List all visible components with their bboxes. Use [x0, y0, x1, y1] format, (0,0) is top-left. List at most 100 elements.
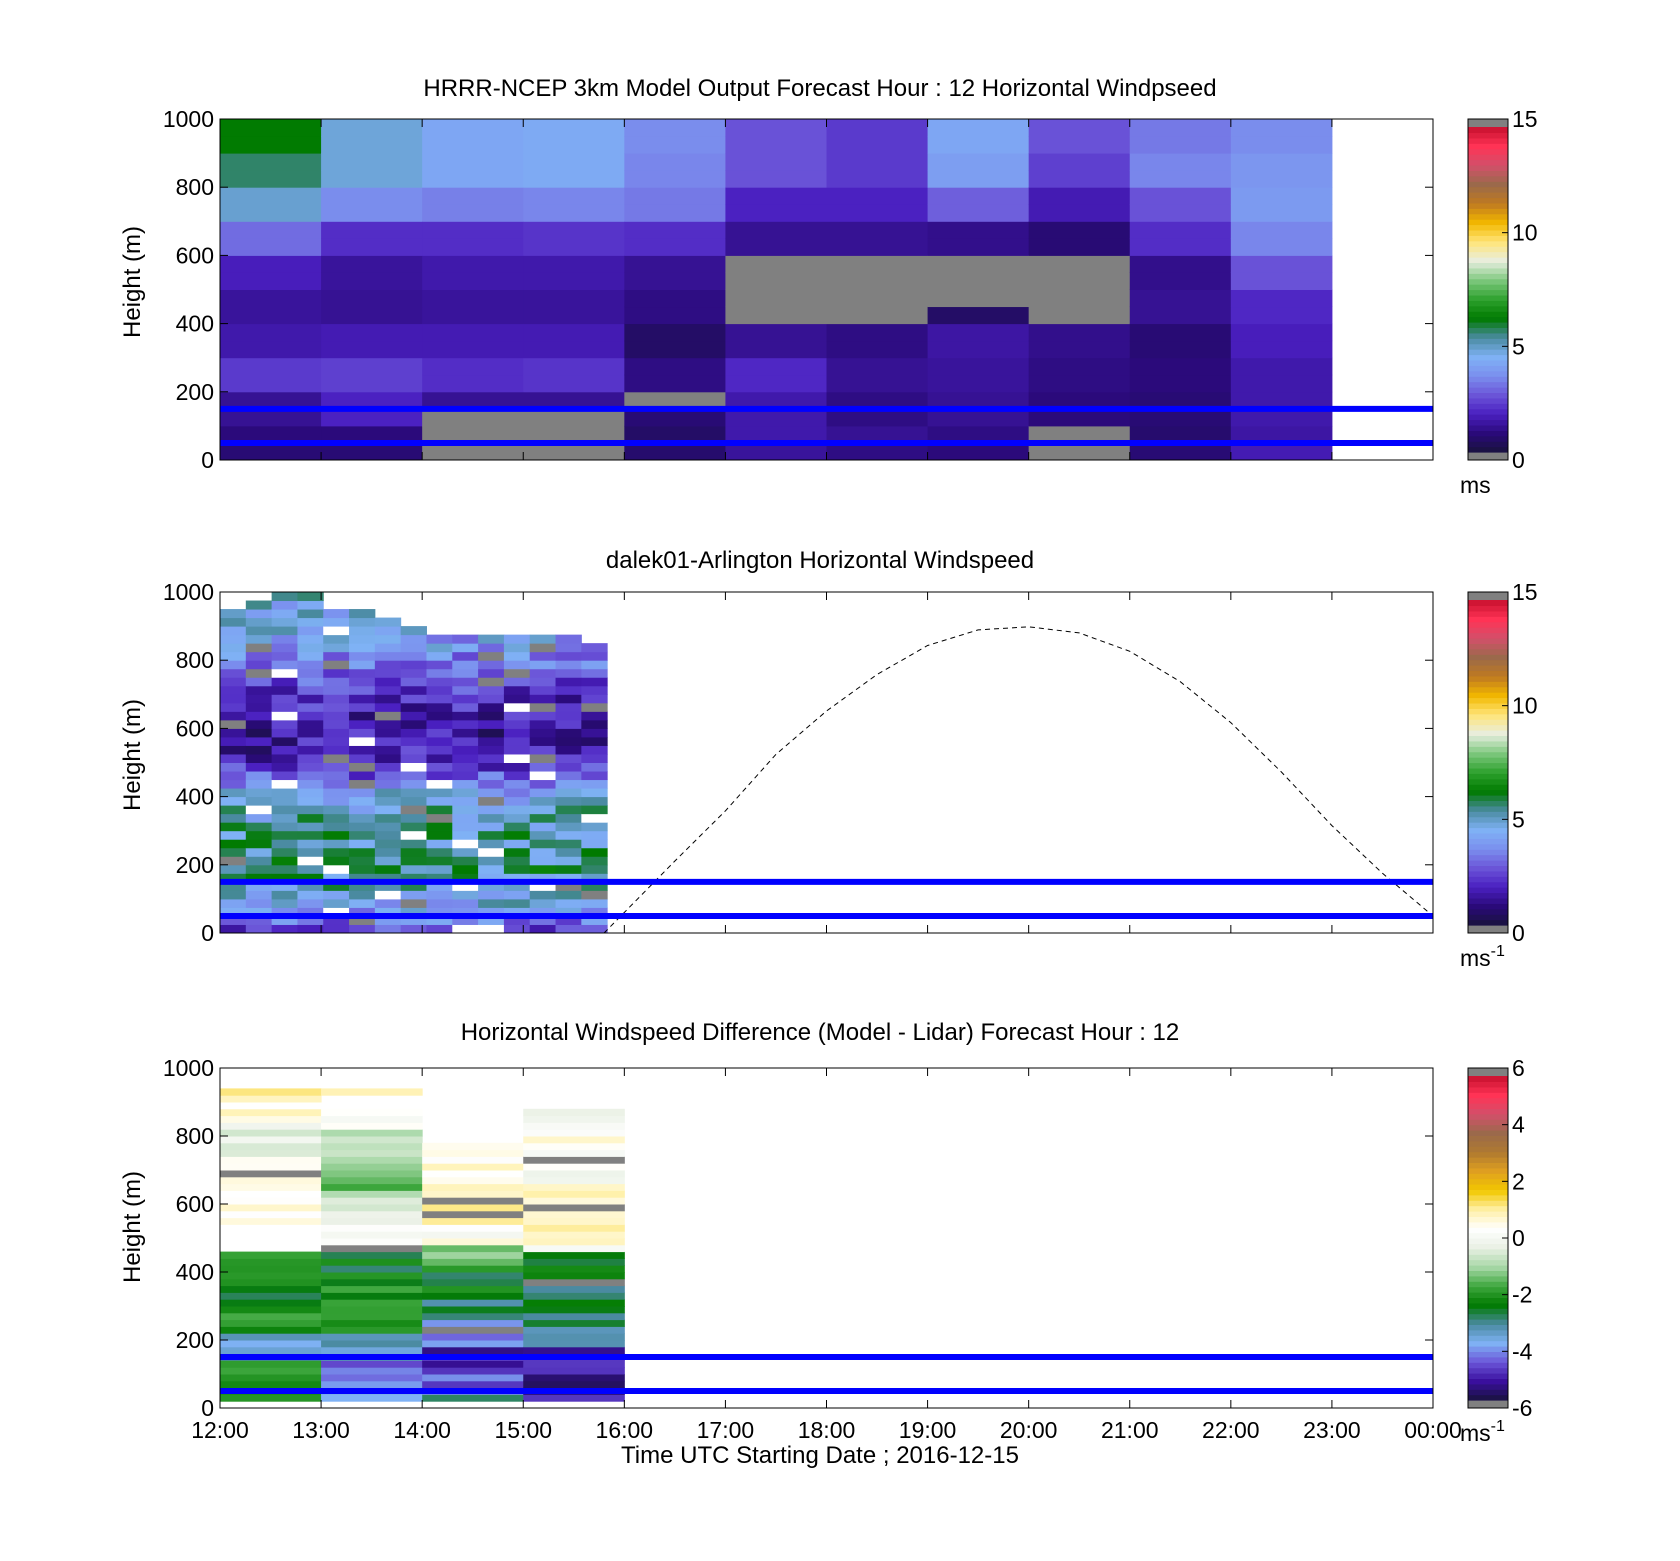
colorbar-swatch	[1468, 795, 1508, 802]
heatmap-cell	[426, 796, 453, 806]
heatmap-cell	[321, 1346, 423, 1355]
heatmap-cell	[321, 221, 423, 239]
colorbar-swatch	[1468, 605, 1508, 612]
heatmap-cell	[529, 847, 557, 857]
colorbar-swatch	[1468, 435, 1508, 442]
heatmap-cell	[503, 677, 531, 687]
heatmap-cell	[1028, 442, 1131, 461]
colorbar-swatch	[1468, 1335, 1508, 1342]
heatmap-cell	[271, 634, 298, 644]
heatmap-cell	[426, 898, 453, 908]
heatmap-cell	[1028, 153, 1131, 171]
colorbar-under	[1468, 925, 1508, 933]
colorbar-swatch	[1468, 632, 1508, 639]
heatmap-cell	[426, 694, 453, 704]
heatmap-cell	[523, 1285, 625, 1293]
heatmap-cell	[321, 1190, 423, 1198]
colorbar-swatch	[1468, 681, 1508, 688]
heatmap-cell	[400, 753, 427, 763]
heatmap-cell	[374, 745, 402, 755]
heatmap-cell	[245, 685, 273, 695]
panel-difference-colorbar: -6 -4 -2 0 2 4 6 ms-1	[1460, 1055, 1533, 1446]
heatmap-cell	[1230, 255, 1333, 273]
heatmap-cell	[452, 839, 479, 849]
heatmap-cell	[581, 753, 608, 763]
heatmap-cell	[624, 323, 726, 342]
heatmap-cell	[581, 847, 608, 857]
heatmap-cell	[220, 634, 247, 644]
heatmap-cell	[321, 1176, 423, 1185]
heatmap-cell	[478, 719, 505, 729]
heatmap-cell	[503, 728, 531, 738]
colorbar-swatch	[1468, 1124, 1508, 1131]
heatmap-cell	[725, 357, 827, 376]
heatmap-cell	[321, 1360, 423, 1368]
heatmap-cell	[220, 660, 247, 670]
heatmap-cell	[529, 805, 557, 815]
heatmap-cell	[220, 1129, 322, 1137]
heatmap-cell	[581, 668, 608, 678]
heatmap-cell	[1028, 425, 1131, 444]
colorbar-swatch	[1468, 675, 1508, 682]
heatmap-cell	[297, 805, 324, 815]
heatmap-cell	[220, 289, 322, 308]
heatmap-cell	[1129, 255, 1232, 273]
panel-difference-plot	[220, 1088, 1433, 1402]
heatmap-cell	[624, 425, 726, 444]
heatmap-cell	[321, 1258, 423, 1266]
heatmap-cell	[271, 813, 298, 823]
heatmap-cell	[927, 374, 1030, 393]
heatmap-cell	[321, 153, 423, 171]
heatmap-cell	[374, 719, 402, 729]
heatmap-cell	[422, 1285, 524, 1293]
heatmap-cell	[422, 1238, 524, 1246]
heatmap-cell	[349, 728, 376, 738]
heatmap-cell	[321, 1292, 423, 1300]
heatmap-cell	[245, 762, 273, 772]
colorbar-frame	[1467, 591, 1509, 934]
heatmap-cell	[426, 873, 453, 883]
heatmap-cell	[400, 634, 427, 644]
heatmap-cell	[478, 839, 505, 849]
heatmap-cell	[523, 1170, 625, 1178]
heatmap-cell	[624, 187, 726, 205]
colorbar-swatch	[1468, 719, 1508, 726]
heatmap-cell	[245, 677, 273, 687]
heatmap-cell	[1129, 289, 1232, 308]
heatmap-cell	[271, 805, 298, 815]
heatmap-cell	[1230, 374, 1333, 393]
heatmap-cell	[426, 753, 453, 763]
heatmap-cell	[400, 643, 427, 653]
colorbar-over	[1468, 1068, 1508, 1076]
heatmap-cell	[297, 702, 324, 712]
heatmap-cell	[245, 753, 273, 763]
panel-model-ylabel: Height (m)	[119, 226, 146, 338]
heatmap-cell	[624, 374, 726, 393]
heatmap-cell	[220, 822, 247, 832]
heatmap-cell	[426, 856, 453, 866]
heatmap-cell	[321, 1326, 423, 1334]
heatmap-cell	[321, 1285, 423, 1293]
heatmap-cell	[1028, 238, 1131, 256]
colorbar-swatch	[1468, 686, 1508, 693]
heatmap-cell	[503, 805, 531, 815]
colorbar-swatch	[1468, 186, 1508, 193]
heatmap-cell	[523, 1319, 625, 1327]
heatmap-cell	[321, 1204, 423, 1212]
heatmap-cell	[374, 694, 402, 704]
heatmap-cell	[1129, 357, 1232, 376]
panel-model: HRRR-NCEP 3km Model Output Forecast Hour…	[119, 75, 1538, 498]
heatmap-cell	[422, 408, 524, 427]
heatmap-cell	[624, 357, 726, 376]
heatmap-cell	[725, 374, 827, 393]
heatmap-cell	[321, 187, 423, 205]
heatmap-cell	[220, 1204, 322, 1212]
heatmap-cell	[555, 702, 582, 712]
heatmap-cell	[422, 1183, 524, 1191]
heatmap-cell	[1230, 391, 1333, 410]
heatmap-cell	[478, 668, 505, 678]
heatmap-cell	[220, 1312, 322, 1321]
heatmap-cell	[529, 839, 557, 849]
heatmap-cell	[725, 187, 827, 205]
heatmap-cell	[297, 924, 324, 934]
